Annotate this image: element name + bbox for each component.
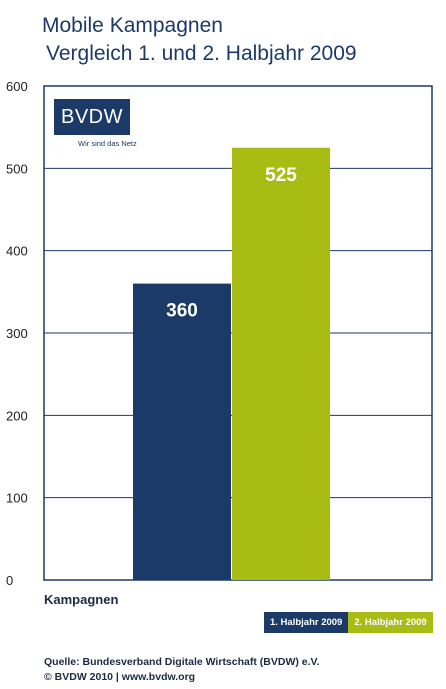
chart-subtitle: Vergleich 1. und 2. Halbjahr 2009 xyxy=(46,42,357,65)
chart-title: Mobile Kampagnen xyxy=(42,14,223,37)
bar-value-label: 360 xyxy=(166,301,198,322)
y-tick-label: 300 xyxy=(6,326,28,341)
legend-item-first-half: 1. Halbjahr 2009 xyxy=(264,612,349,633)
y-tick-label: 600 xyxy=(6,79,28,94)
y-tick-label: 0 xyxy=(6,573,13,588)
bar-2 xyxy=(232,147,330,580)
source-note: Quelle: Bundesverband Digitale Wirtschaf… xyxy=(44,656,320,668)
y-tick-label: 100 xyxy=(6,491,28,506)
bvdw-logo: BVDW Wir sind das Netz xyxy=(54,99,164,149)
legend-item-second-half: 2. Halbjahr 2009 xyxy=(348,612,433,633)
logo-text: BVDW xyxy=(54,99,130,135)
bar-1 xyxy=(133,283,231,580)
bar-value-label: 525 xyxy=(265,165,297,186)
y-tick-label: 400 xyxy=(6,244,28,259)
y-tick-label: 200 xyxy=(6,408,28,423)
y-tick-label: 500 xyxy=(6,161,28,176)
copyright-note: © BVDW 2010 | www.bvdw.org xyxy=(44,671,196,683)
logo-tagline: Wir sind das Netz xyxy=(78,139,137,148)
x-category-label: Kampagnen xyxy=(44,592,119,607)
legend: 1. Halbjahr 2009 2. Halbjahr 2009 xyxy=(264,612,433,633)
